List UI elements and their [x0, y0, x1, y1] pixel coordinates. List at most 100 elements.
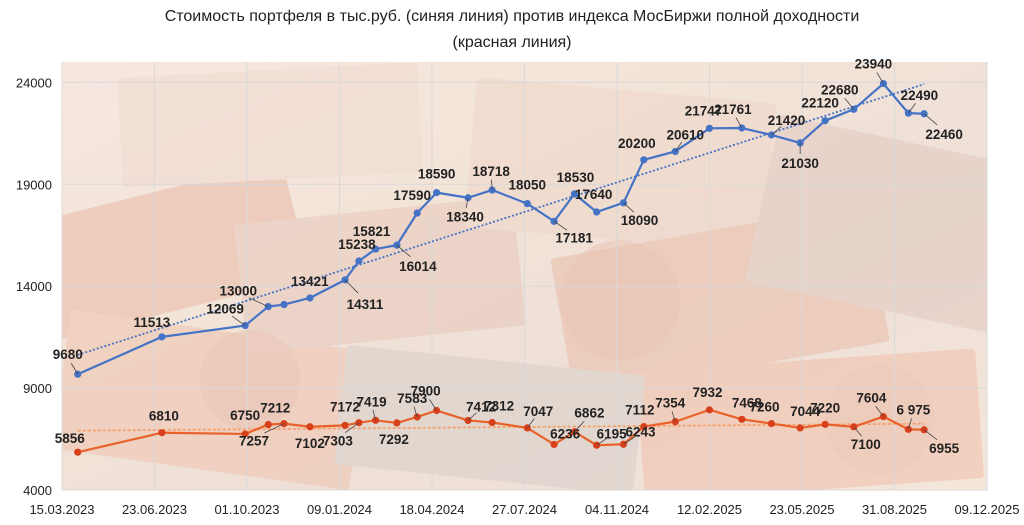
leader-line — [491, 179, 493, 191]
red-series-data-label: 7212 — [260, 401, 290, 416]
chart-title: Стоимость портфеля в тыс.руб. (синяя лин… — [165, 8, 860, 51]
blue-series-data-label: 20610 — [667, 127, 705, 142]
leader-line — [345, 422, 360, 433]
blue-series-data-label: 22460 — [925, 127, 963, 142]
red-series-data-label: 7419 — [357, 394, 387, 409]
leader-line — [623, 436, 635, 445]
red-series-data-label: 6810 — [149, 409, 179, 424]
red-series-data-label: 7604 — [856, 391, 887, 406]
blue-series-data-label: 18090 — [621, 213, 659, 228]
leader-line — [574, 420, 585, 432]
blue-series-data-label: 12069 — [206, 302, 244, 317]
red-series-line — [77, 408, 925, 454]
red-series-data-label: 7900 — [411, 384, 441, 399]
red-series-point — [241, 430, 249, 438]
x-tick-label: 18.04.2024 — [399, 502, 464, 517]
red-series-data-label: 7257 — [239, 434, 269, 449]
leader-line — [413, 406, 418, 418]
red-series-point — [767, 419, 776, 428]
leader-line — [248, 297, 269, 307]
banknote-background — [62, 62, 987, 490]
red-series-data-label: 7354 — [655, 396, 686, 411]
red-series-data-label: 7100 — [851, 437, 881, 452]
blue-series-data-label: 18718 — [472, 164, 510, 179]
red-series-data-label: 7312 — [484, 398, 514, 413]
blue-series-data-label: 21761 — [714, 102, 752, 117]
red-series-data-label: 7583 — [397, 391, 428, 406]
red-series-data-label: 7468 — [732, 395, 763, 410]
blue-series-point — [306, 294, 314, 302]
red-series-data-label: 6862 — [574, 406, 604, 421]
leader-line — [623, 202, 635, 213]
leader-line — [844, 98, 855, 110]
red-series-point — [264, 420, 272, 429]
leader-line — [908, 103, 916, 114]
leader-line — [875, 405, 884, 417]
blue-series-data-label: 18340 — [446, 210, 484, 225]
x-tick-label: 04.11.2024 — [585, 502, 649, 517]
x-tick-label: 09.12.2025 — [954, 502, 1019, 517]
blue-series-data-label: 17640 — [575, 187, 613, 202]
red-series-data-label: 5856 — [55, 431, 86, 446]
red-series-point — [796, 424, 804, 432]
blue-series-data-label: 18050 — [509, 178, 547, 193]
red-series-data-label: 7412 — [466, 399, 496, 414]
red-series-data-label: 6955 — [929, 441, 960, 456]
red-series-data-label: 7172 — [330, 399, 360, 414]
blue-series-data-label: 23940 — [855, 57, 893, 72]
red-series-data-label: 7220 — [810, 400, 840, 415]
leader-line — [771, 126, 782, 136]
red-series-data-label: 7044 — [790, 404, 821, 419]
red-series-point — [705, 406, 714, 414]
leader-line — [735, 117, 743, 129]
x-tick-label: 09.01.2024 — [307, 502, 372, 517]
blue-series-point — [464, 194, 472, 202]
leader-line — [923, 113, 938, 126]
y-tick-label: 4000 — [23, 483, 52, 498]
blue-series-trendline — [77, 83, 925, 356]
x-tick-label: 23.06.2023 — [122, 502, 187, 517]
leader-line — [372, 409, 376, 421]
blue-series-data-label: 11513 — [134, 315, 171, 330]
blue-series-data-label: 16014 — [399, 259, 437, 274]
blue-series-point — [523, 200, 531, 208]
red-series-point — [74, 448, 82, 456]
red-series-data-label: 6236 — [550, 426, 581, 441]
leader-line — [467, 412, 477, 421]
blue-series-data-label: 21420 — [768, 113, 806, 128]
blue-series-data-label: 22680 — [821, 82, 859, 97]
leader-line — [671, 411, 676, 422]
y-tick-label: 9000 — [23, 381, 52, 396]
red-series-point — [550, 440, 558, 449]
x-tick-label: 01.10.2023 — [214, 502, 279, 517]
leader-line — [344, 279, 359, 294]
leader-line — [396, 244, 411, 257]
red-series-data-label: 7112 — [625, 403, 654, 418]
series-points — [74, 80, 928, 456]
blue-series-point — [705, 124, 714, 132]
red-series-point — [821, 420, 829, 428]
blue-series-line — [77, 82, 925, 376]
leader-line — [231, 315, 246, 326]
red-series-point — [158, 429, 166, 437]
leader-line — [264, 423, 285, 434]
red-series-data-label: 6243 — [625, 424, 656, 439]
blue-series-point — [158, 333, 166, 341]
red-series-point — [640, 422, 648, 431]
blue-series-data-label: 15238 — [338, 237, 376, 252]
blue-series-data-label: 17181 — [555, 230, 593, 245]
x-tick-label: 23.05.2025 — [769, 502, 834, 517]
blue-series-data-label: 13000 — [220, 284, 258, 299]
blue-series-point — [413, 209, 421, 217]
blue-series-data-label: 18590 — [418, 167, 456, 182]
blue-series-point — [640, 156, 648, 164]
x-tick-label: 31.08.2025 — [862, 502, 927, 517]
red-series-point — [738, 415, 746, 423]
blue-series-point — [433, 189, 441, 197]
leader-line — [907, 418, 913, 430]
blue-series-data-label: 21030 — [781, 156, 819, 171]
blue-series-data-label: 13421 — [291, 274, 329, 289]
blue-series-data-label: 21747 — [685, 103, 723, 118]
